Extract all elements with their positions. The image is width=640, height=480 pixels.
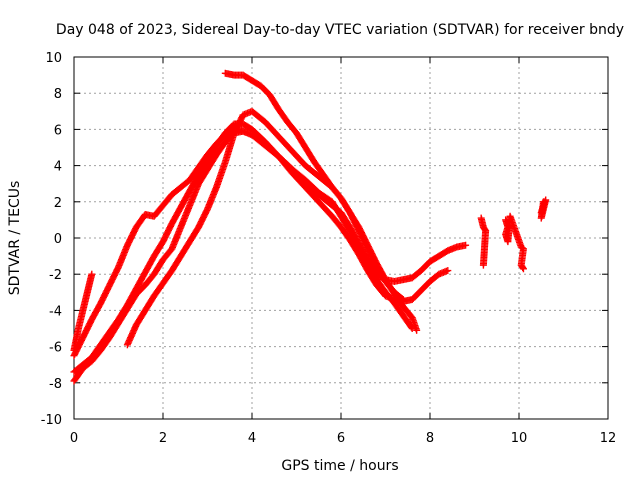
x-tick-label: 10 [511, 431, 528, 446]
y-tick-label: 6 [54, 123, 62, 138]
data-point [479, 261, 487, 269]
x-axis-label: GPS time / hours [281, 458, 398, 474]
grid-lines [74, 57, 608, 419]
data-point [519, 264, 527, 272]
data-point [519, 265, 527, 273]
y-tick-label: 2 [54, 196, 62, 211]
y-tick-label: 8 [54, 87, 62, 102]
data-point [413, 326, 421, 334]
x-tick-label: 8 [426, 431, 434, 446]
data-point [539, 198, 547, 206]
data-points [70, 69, 550, 385]
y-axis-label: SDTVAR / TECUs [7, 181, 23, 296]
axis-ticks: 0 2 4 6 8 10 12 -10 -8 -6 -4 -2 0 2 4 6 8 10 [41, 51, 617, 446]
x-tick-label: 12 [600, 431, 617, 446]
y-tick-label: 10 [45, 51, 62, 66]
chart-title: Day 048 of 2023, Sidereal Day-to-day VTE… [56, 22, 624, 38]
data-point [462, 241, 470, 249]
y-tick-label: 4 [54, 160, 62, 175]
x-tick-label: 6 [337, 431, 345, 446]
y-tick-label: -6 [49, 341, 62, 356]
data-point [444, 267, 452, 275]
y-tick-label: -8 [49, 377, 62, 392]
x-tick-label: 4 [248, 431, 256, 446]
y-tick-label: -2 [49, 268, 62, 283]
x-tick-label: 0 [70, 431, 78, 446]
x-tick-label: 2 [159, 431, 167, 446]
data-point [88, 270, 96, 278]
y-tick-label: -10 [41, 413, 62, 428]
y-tick-label: -4 [49, 304, 62, 319]
y-tick-label: 0 [54, 232, 62, 247]
